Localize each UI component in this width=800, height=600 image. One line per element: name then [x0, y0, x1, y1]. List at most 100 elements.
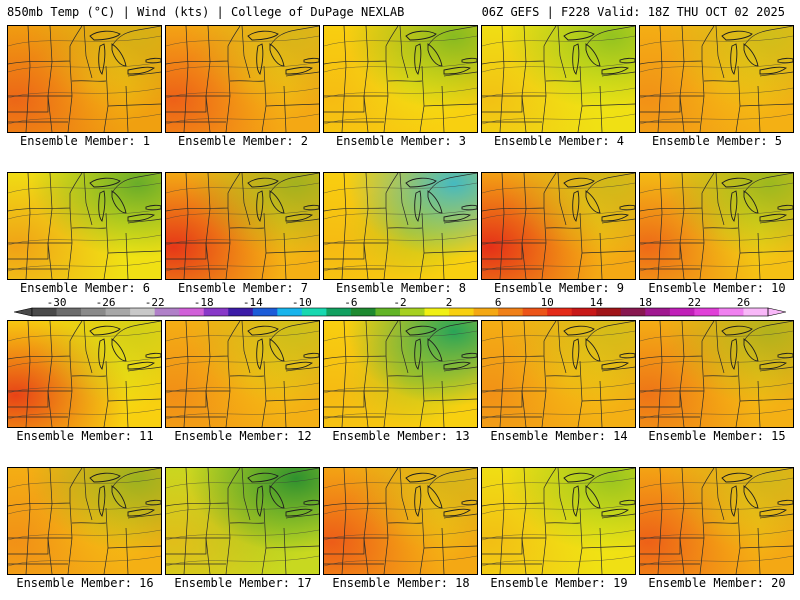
colorbar-tick-label: -10 — [292, 297, 312, 309]
colorbar-max-arrow — [767, 307, 786, 317]
colorbar-swatch — [571, 308, 597, 316]
ensemble-member-label: Ensemble Member: 8 — [335, 281, 467, 295]
temperature-colorbar: -30-26-22-18-14-10-6-2261014182226303438… — [14, 297, 786, 319]
colorbar-swatch — [498, 308, 524, 316]
colorbar-tick-label: 10 — [541, 297, 554, 309]
colorbar-tick-label: -26 — [96, 297, 116, 309]
ensemble-member-map — [481, 172, 636, 280]
colorbar-swatch — [547, 308, 573, 316]
ensemble-member-map — [323, 320, 478, 428]
ensemble-member-map — [165, 25, 320, 133]
colorbar-swatch — [375, 308, 401, 316]
ensemble-member-label: Ensemble Member: 6 — [19, 281, 151, 295]
colorbar-swatch — [350, 308, 376, 316]
temperature-field-map — [482, 173, 635, 279]
colorbar-tick-label: -18 — [194, 297, 214, 309]
temperature-field-map — [640, 173, 793, 279]
ensemble-member-label: Ensemble Member: 13 — [332, 429, 470, 443]
colorbar-swatch — [669, 308, 695, 316]
ensemble-member-label: Ensemble Member: 20 — [648, 576, 786, 590]
colorbar-swatch — [277, 308, 303, 316]
colorbar-svg: -30-26-22-18-14-10-6-2261014182226303438… — [14, 297, 786, 317]
ensemble-member-map — [7, 172, 162, 280]
ensemble-member-label: Ensemble Member: 18 — [332, 576, 470, 590]
colorbar-swatch — [105, 308, 131, 316]
temperature-field-map — [324, 173, 477, 279]
ensemble-member-label: Ensemble Member: 19 — [490, 576, 628, 590]
ensemble-member-map — [323, 25, 478, 133]
colorbar-tick-label: -30 — [47, 297, 67, 309]
colorbar-swatch — [228, 308, 254, 316]
ensemble-member-map — [639, 320, 794, 428]
ensemble-member-label: Ensemble Member: 7 — [177, 281, 309, 295]
temperature-field-map — [640, 26, 793, 132]
ensemble-member-label: Ensemble Member: 17 — [174, 576, 312, 590]
colorbar-swatch — [400, 308, 425, 316]
temperature-field-map — [482, 26, 635, 132]
ensemble-member-map — [7, 25, 162, 133]
ensemble-member-map — [481, 320, 636, 428]
colorbar-swatch — [301, 308, 327, 316]
colorbar-swatch — [694, 308, 720, 316]
ensemble-member-label: Ensemble Member: 2 — [177, 134, 309, 148]
colorbar-tick-label: 26 — [737, 297, 750, 309]
ensemble-member-label: Ensemble Member: 16 — [16, 576, 154, 590]
colorbar-tick-label: -6 — [344, 297, 357, 309]
colorbar-swatch — [620, 308, 646, 316]
temperature-field-map — [324, 468, 477, 574]
ensemble-member-map — [639, 467, 794, 575]
ensemble-member-map — [165, 320, 320, 428]
colorbar-swatch — [449, 308, 474, 316]
temperature-field-map — [166, 26, 319, 132]
ensemble-member-label: Ensemble Member: 15 — [648, 429, 786, 443]
colorbar-swatch — [522, 308, 548, 316]
colorbar-swatch — [743, 308, 769, 316]
temperature-field-map — [324, 26, 477, 132]
colorbar-swatch — [154, 308, 180, 316]
colorbar-swatch — [718, 308, 744, 316]
ensemble-member-map — [639, 172, 794, 280]
colorbar-swatch — [179, 308, 205, 316]
ensemble-member-map — [323, 172, 478, 280]
ensemble-member-label: Ensemble Member: 4 — [493, 134, 625, 148]
ensemble-member-map — [7, 320, 162, 428]
colorbar-tick-label: 2 — [446, 297, 453, 309]
ensemble-member-label: Ensemble Member: 3 — [335, 134, 467, 148]
temperature-field-map — [8, 173, 161, 279]
colorbar-tick-label: 22 — [688, 297, 701, 309]
ensemble-member-map — [639, 25, 794, 133]
ensemble-member-label: Ensemble Member: 5 — [651, 134, 783, 148]
colorbar-swatch — [473, 308, 499, 316]
product-title: 850mb Temp (°C) | Wind (kts) | College o… — [7, 5, 405, 19]
colorbar-tick-label: -2 — [393, 297, 406, 309]
colorbar-tick-label: -22 — [145, 297, 165, 309]
temperature-field-map — [8, 468, 161, 574]
temperature-field-map — [166, 468, 319, 574]
temperature-field-map — [166, 173, 319, 279]
temperature-field-map — [482, 321, 635, 427]
colorbar-min-arrow — [14, 307, 33, 317]
temperature-field-map — [324, 321, 477, 427]
ensemble-member-map — [323, 467, 478, 575]
colorbar-swatch — [596, 308, 622, 316]
ensemble-member-label: Ensemble Member: 11 — [16, 429, 154, 443]
colorbar-swatch — [252, 308, 278, 316]
ensemble-member-label: Ensemble Member: 9 — [493, 281, 625, 295]
ensemble-member-label: Ensemble Member: 14 — [490, 429, 628, 443]
colorbar-tick-label: 14 — [590, 297, 604, 309]
colorbar-swatch — [645, 308, 671, 316]
ensemble-member-label: Ensemble Member: 12 — [174, 429, 312, 443]
temperature-field-map — [640, 321, 793, 427]
ensemble-member-map — [7, 467, 162, 575]
temperature-field-map — [8, 321, 161, 427]
ensemble-member-label: Ensemble Member: 10 — [648, 281, 786, 295]
ensemble-member-map — [481, 467, 636, 575]
ensemble-member-map — [165, 172, 320, 280]
ensemble-member-map — [481, 25, 636, 133]
colorbar-swatch — [56, 308, 82, 316]
run-valid-time: 06Z GEFS | F228 Valid: 18Z THU OCT 02 20… — [481, 5, 785, 19]
colorbar-swatch — [326, 308, 352, 316]
colorbar-swatch — [81, 308, 106, 316]
colorbar-swatch — [130, 308, 156, 316]
colorbar-swatch — [32, 308, 57, 316]
